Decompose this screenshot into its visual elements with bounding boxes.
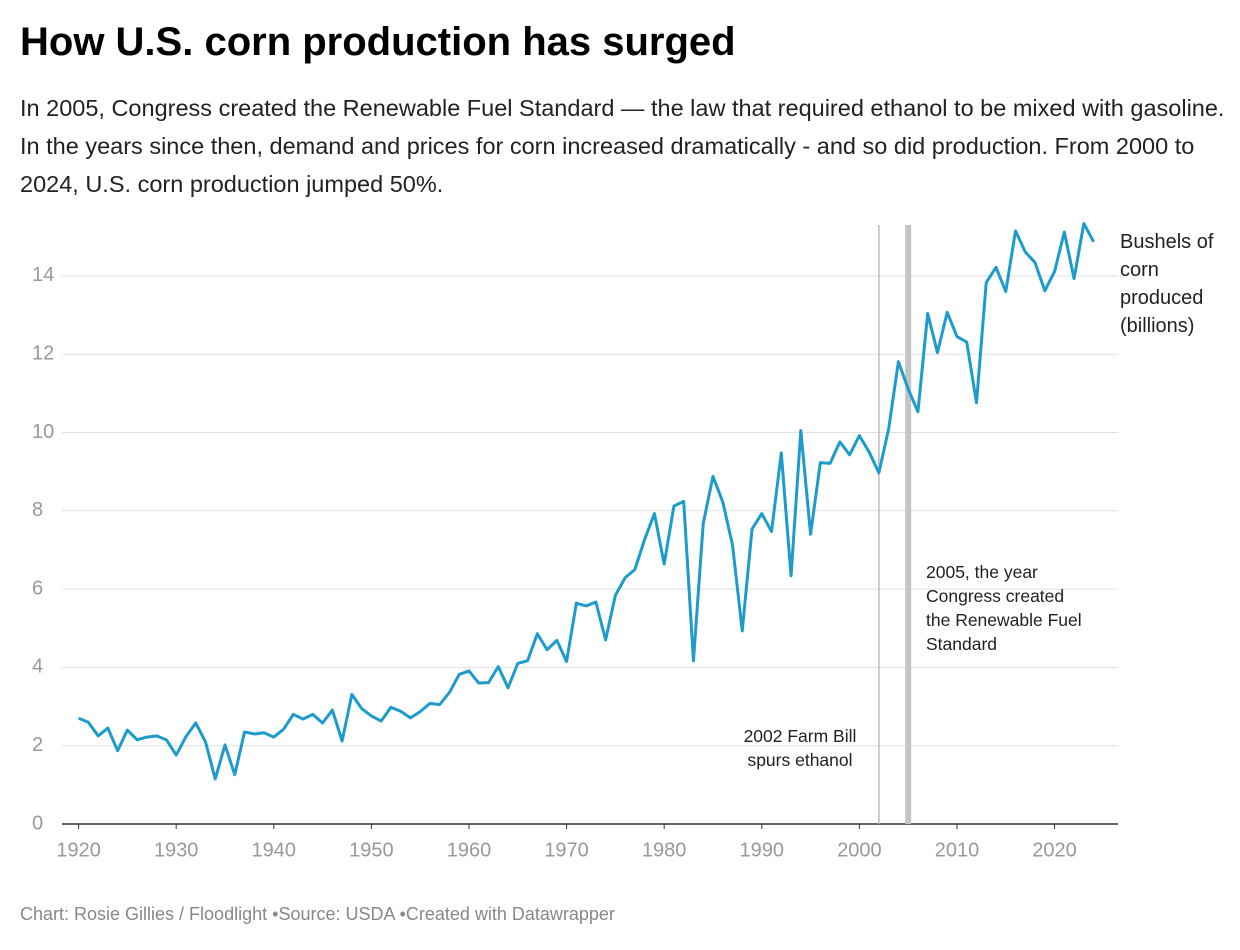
series-label: Bushels of corn produced (billions) bbox=[1120, 231, 1214, 337]
y-tick-label: 6 bbox=[32, 577, 43, 599]
x-tick-label: 1920 bbox=[56, 839, 101, 861]
x-tick-label: 1930 bbox=[154, 839, 199, 861]
y-tick-label: 0 bbox=[32, 812, 43, 834]
annotation: 2002 Farm Bill spurs ethanol bbox=[743, 726, 857, 770]
line bbox=[78, 221, 1095, 781]
y-tick-label: 2 bbox=[32, 734, 43, 756]
source: Source: USDA bbox=[272, 904, 394, 924]
annotation: 2005, the year Congress created the Rene… bbox=[926, 562, 1082, 654]
x-tick-label: 1960 bbox=[447, 839, 492, 861]
y-tick-label: 10 bbox=[32, 421, 54, 443]
x-tick-label: 2020 bbox=[1032, 839, 1077, 861]
x-tick-label: 2000 bbox=[837, 839, 882, 861]
x-tick-label: 1970 bbox=[544, 839, 589, 861]
y-tick-label: 12 bbox=[32, 342, 54, 364]
x-tick-label: 2010 bbox=[935, 839, 980, 861]
x-tick-label: 1940 bbox=[252, 839, 297, 861]
y-tick-label: 4 bbox=[32, 656, 43, 678]
chart-subtitle: In 2005, Congress created the Renewable … bbox=[20, 95, 1225, 197]
y-tick-label: 8 bbox=[32, 499, 43, 521]
y-tick-label: 14 bbox=[32, 264, 54, 286]
x-tick-label: 1980 bbox=[642, 839, 687, 861]
chart-title: How U.S. corn production has surged bbox=[20, 20, 736, 64]
credit: Created with Datawrapper bbox=[400, 904, 615, 924]
credit: Chart: Rosie Gillies / Floodlight bbox=[20, 904, 268, 924]
footer: Chart: Rosie Gillies / Floodlight Source… bbox=[20, 904, 615, 925]
x-tick-label: 1950 bbox=[349, 839, 394, 861]
x-tick-label: 1990 bbox=[740, 839, 785, 861]
